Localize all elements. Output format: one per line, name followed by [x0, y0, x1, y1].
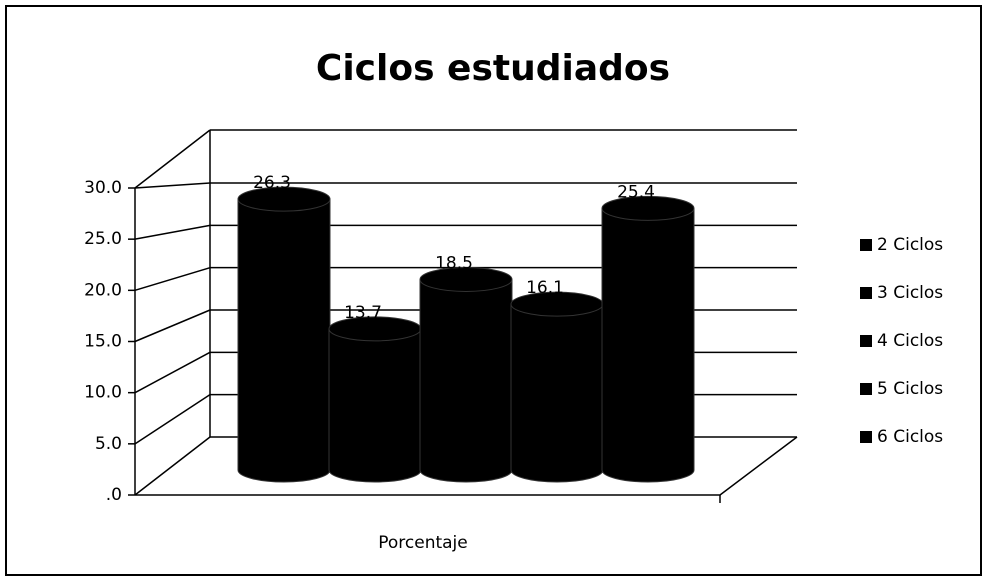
legend-label: 6 Ciclos [877, 427, 943, 447]
data-label: 13.7 [344, 303, 382, 323]
cylinder [419, 266, 513, 483]
grid-line [134, 394, 211, 445]
grid-line [134, 436, 211, 496]
cylinder [601, 195, 695, 483]
y-tick-label: 25.0 [84, 229, 122, 249]
legend-swatch [860, 431, 872, 443]
y-tick-label: 30.0 [84, 178, 122, 198]
y-tick-label: 10.0 [84, 383, 122, 403]
y-tick-label: 20.0 [84, 280, 122, 300]
legend-label: 2 Ciclos [877, 235, 943, 255]
y-tick-label: .0 [106, 485, 122, 505]
grid-line [134, 351, 211, 394]
y-tick-label: 5.0 [95, 434, 122, 454]
y-tick-label: 15.0 [84, 332, 122, 352]
legend-swatch [860, 239, 872, 251]
data-label: 26.3 [253, 173, 291, 193]
legend-swatch [860, 287, 872, 299]
grid-line [134, 309, 211, 343]
chart-title: Ciclos estudiados [316, 48, 670, 89]
legend-swatch [860, 383, 872, 395]
data-label: 25.4 [617, 182, 655, 202]
grid-line [134, 224, 211, 240]
side-wall-top [134, 129, 211, 189]
x-tick-label: Porcentaje [378, 533, 468, 553]
legend-swatch [860, 335, 872, 347]
cylinder [328, 316, 422, 483]
legend-label: 3 Ciclos [877, 283, 943, 303]
data-label: 16.1 [526, 278, 564, 298]
data-label: 18.5 [435, 253, 473, 273]
legend-label: 5 Ciclos [877, 379, 943, 399]
cylinder [510, 291, 604, 483]
grid-line [134, 266, 211, 292]
grid-line [134, 182, 211, 189]
legend-label: 4 Ciclos [877, 331, 943, 351]
cylinder [237, 186, 331, 483]
